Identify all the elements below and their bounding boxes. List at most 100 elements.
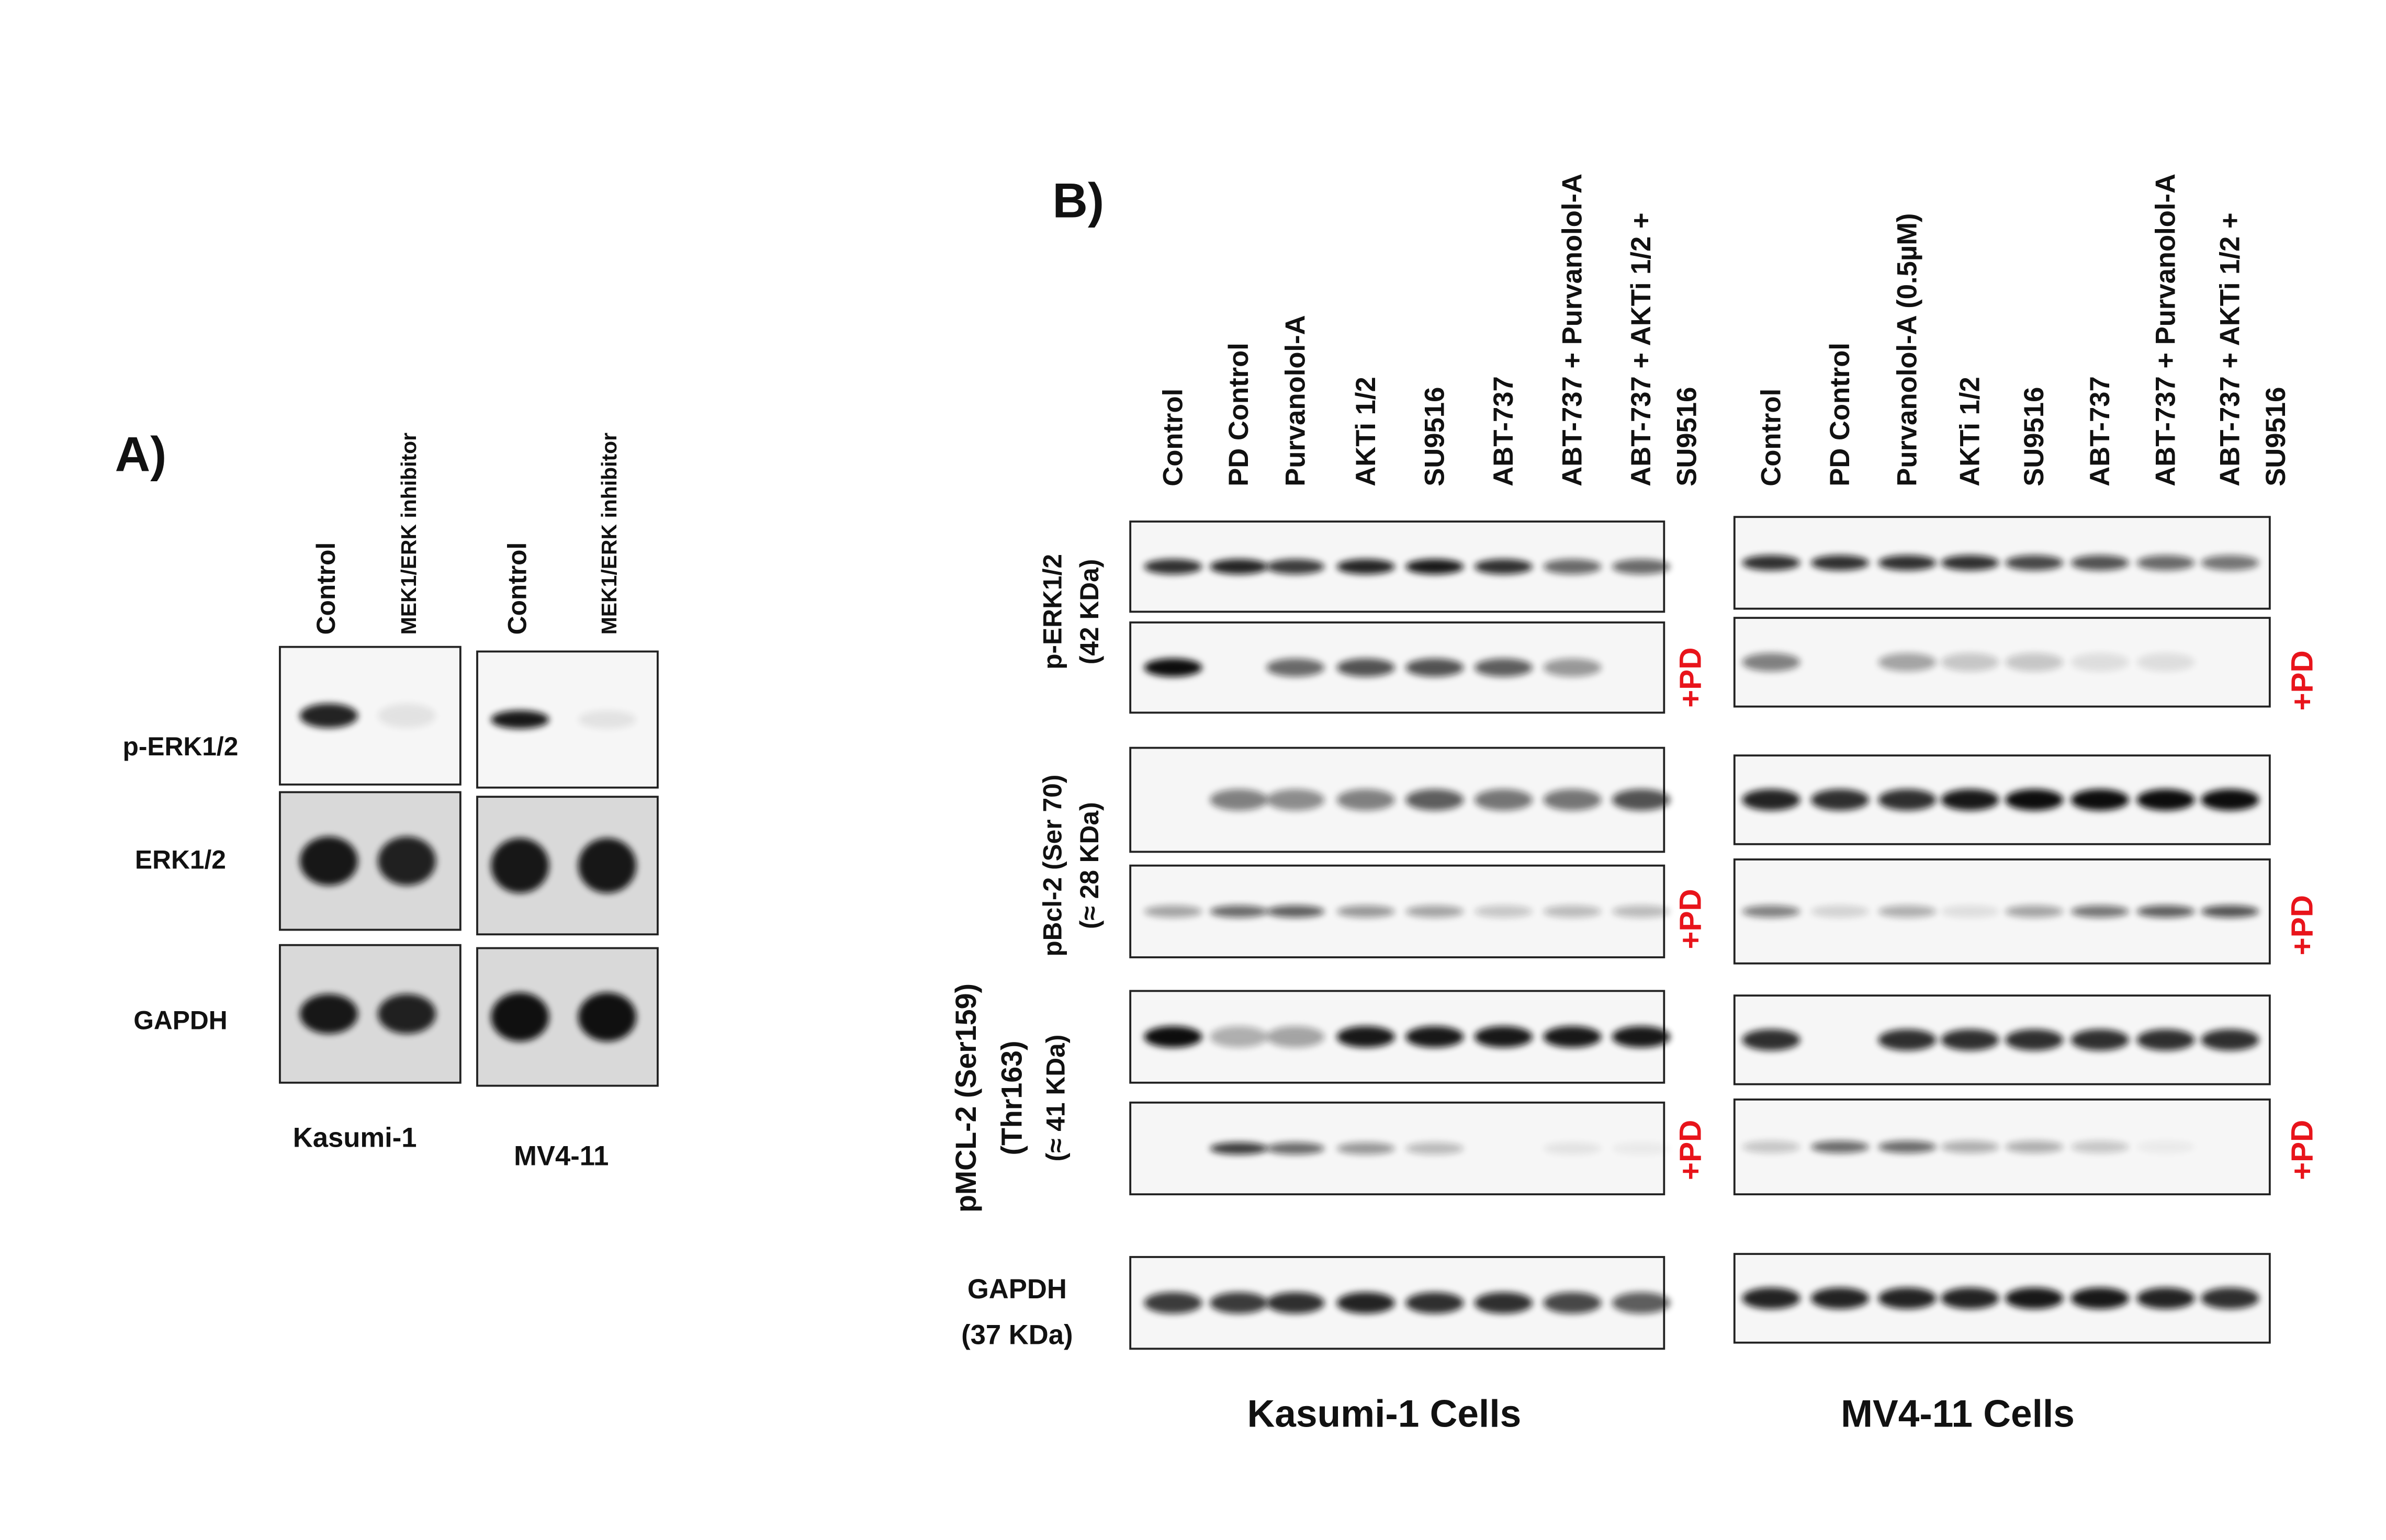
- band: [1474, 789, 1533, 811]
- band: [491, 992, 549, 1041]
- band: [1474, 559, 1533, 574]
- band: [299, 703, 358, 728]
- band: [1612, 905, 1670, 918]
- band: [1405, 1292, 1464, 1314]
- lane-label: MEK1/ERK inhibitor: [397, 433, 421, 635]
- band: [2070, 1287, 2129, 1309]
- band: [1612, 1142, 1670, 1155]
- band: [1405, 789, 1464, 811]
- band: [2005, 905, 2064, 918]
- band: [378, 836, 436, 886]
- lane-label: ABT-737 + Purvanolol-A: [1557, 174, 1588, 486]
- band: [1612, 559, 1670, 574]
- band: [1878, 555, 1937, 571]
- row-label: (≈ 28 KDa): [1075, 802, 1104, 929]
- band: [2005, 1029, 2064, 1051]
- band: [1742, 1287, 1800, 1309]
- band: [1266, 559, 1325, 574]
- band: [1405, 1142, 1464, 1155]
- band: [1210, 1142, 1268, 1155]
- band: [2005, 653, 2064, 672]
- band: [1144, 1026, 1202, 1048]
- band: [1878, 789, 1937, 811]
- band: [1474, 1292, 1533, 1314]
- lane-label: SU9516: [2019, 387, 2050, 486]
- lane-label: PD Control: [1223, 343, 1254, 486]
- row-label: pMCL-2 (Ser159): [950, 983, 982, 1213]
- lane-label: Purvanolol-A: [1280, 315, 1311, 486]
- band: [1144, 658, 1202, 677]
- pd-label: +PD: [1673, 647, 1707, 707]
- row-label: ERK1/2: [135, 845, 226, 875]
- band: [2201, 1287, 2259, 1309]
- band: [1543, 1026, 1602, 1048]
- band: [1878, 653, 1937, 672]
- band: [1742, 1029, 1800, 1051]
- band: [1405, 658, 1464, 677]
- band: [1941, 653, 1999, 672]
- band: [491, 838, 549, 893]
- row-label: (37 KDa): [961, 1320, 1073, 1351]
- band: [1210, 789, 1268, 811]
- band: [2005, 555, 2064, 571]
- band: [2136, 789, 2195, 811]
- band: [1742, 653, 1800, 672]
- band: [1210, 1292, 1268, 1314]
- band: [1810, 789, 1869, 811]
- band: [1474, 1026, 1533, 1048]
- band: [1543, 1142, 1602, 1155]
- band: [1810, 1287, 1869, 1309]
- band: [1810, 555, 1869, 571]
- band: [1612, 789, 1670, 811]
- footer-label: MV4-11 Cells: [1841, 1392, 2075, 1435]
- lane-label: SU9516: [1419, 387, 1450, 486]
- lane-label: Purvanolol-A (0.5µM): [1892, 213, 1923, 486]
- band: [1336, 1026, 1395, 1048]
- cell-line-label: Kasumi-1: [293, 1123, 417, 1153]
- band: [2201, 1029, 2259, 1051]
- cell-line-label: MV4-11: [514, 1141, 609, 1172]
- band: [1941, 789, 1999, 811]
- band: [1941, 905, 1999, 918]
- band: [1266, 1142, 1325, 1155]
- band: [2136, 1140, 2195, 1153]
- band: [2070, 905, 2129, 918]
- band: [1210, 1026, 1268, 1048]
- row-label: (≈ 41 KDa): [1041, 1035, 1070, 1162]
- band: [1474, 905, 1533, 918]
- band: [1543, 1292, 1602, 1314]
- band: [1144, 1292, 1202, 1314]
- band: [1941, 555, 1999, 571]
- band: [1878, 1140, 1937, 1153]
- band: [299, 836, 358, 886]
- band: [2201, 789, 2259, 811]
- band: [2136, 555, 2195, 571]
- band: [1336, 1292, 1395, 1314]
- lane-label: AKTi 1/2: [1350, 377, 1381, 486]
- band: [1266, 1026, 1325, 1048]
- band: [1742, 789, 1800, 811]
- row-label: (Thr163): [996, 1040, 1028, 1155]
- band: [2070, 789, 2129, 811]
- band: [1266, 658, 1325, 677]
- band: [1941, 1029, 1999, 1051]
- pd-label: +PD: [2286, 1120, 2320, 1180]
- band: [2201, 905, 2259, 918]
- band: [1336, 789, 1395, 811]
- pd-label: +PD: [2286, 895, 2320, 955]
- band: [1210, 905, 1268, 918]
- band: [1543, 559, 1602, 574]
- band: [1543, 658, 1602, 677]
- band: [1810, 1140, 1869, 1153]
- band: [2136, 1287, 2195, 1309]
- band: [2005, 1140, 2064, 1153]
- band: [578, 838, 636, 893]
- lane-label: SU9516: [1672, 387, 1703, 486]
- row-label: GAPDH: [967, 1274, 1067, 1305]
- band: [1612, 1026, 1670, 1048]
- band: [2070, 653, 2129, 672]
- band: [2136, 653, 2195, 672]
- row-label: pBcl-2 (Ser 70): [1038, 775, 1067, 957]
- band: [491, 710, 549, 729]
